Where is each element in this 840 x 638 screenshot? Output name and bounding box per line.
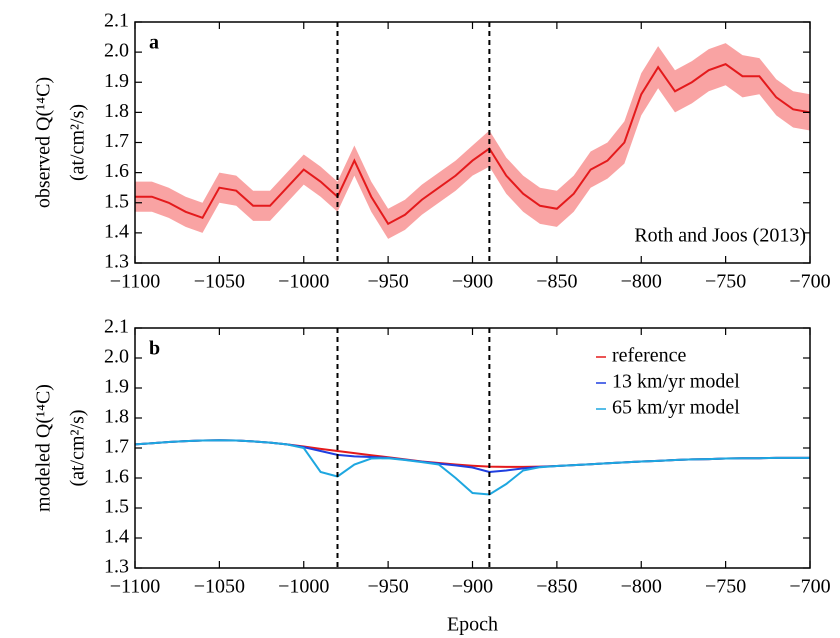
y-tick-label: 1.5 <box>104 190 129 212</box>
y-axis-label: modeled Q(¹⁴C) <box>33 384 55 512</box>
panel-label: b <box>149 338 160 360</box>
y-axis-label: (at/cm²/s) <box>67 104 89 181</box>
y-tick-label: 2.0 <box>104 346 129 368</box>
x-tick-label: −1000 <box>278 576 329 598</box>
data-line <box>134 439 810 496</box>
x-tick-label: −1100 <box>110 576 161 598</box>
y-tick-label: 1.7 <box>104 436 129 458</box>
x-tick-label: −900 <box>452 576 493 598</box>
legend-entry: 65 km/yr model <box>596 397 740 419</box>
y-tick-label: 1.6 <box>104 466 129 488</box>
y-tick-label: 2.0 <box>104 40 129 62</box>
legend-entry: reference <box>596 345 686 367</box>
y-tick-label: 1.3 <box>104 556 129 578</box>
x-tick-label: −700 <box>789 576 830 598</box>
legend-label: reference <box>612 345 686 367</box>
x-tick-label: −1100 <box>110 271 161 293</box>
data-line <box>134 439 810 474</box>
x-tick-label: −950 <box>367 271 408 293</box>
legend-label: 13 km/yr model <box>612 371 740 393</box>
x-tick-label: −750 <box>705 271 746 293</box>
y-tick-label: 1.9 <box>104 376 129 398</box>
x-tick-label: −1050 <box>194 576 245 598</box>
y-tick-label: 1.9 <box>104 70 129 92</box>
annotation: Roth and Joos (2013) <box>634 225 806 247</box>
plot-frame <box>134 327 811 569</box>
x-tick-label: −1050 <box>194 271 245 293</box>
y-axis-label: (at/cm²/s) <box>67 409 89 486</box>
legend-entry: 13 km/yr model <box>596 371 740 393</box>
x-tick-label: −850 <box>536 271 577 293</box>
x-tick-label: −800 <box>621 271 662 293</box>
y-tick-label: 1.8 <box>104 100 129 122</box>
data-line <box>134 439 810 468</box>
data-line <box>135 63 811 226</box>
y-tick-label: 1.4 <box>104 526 129 548</box>
x-tick-label: −750 <box>705 576 746 598</box>
y-tick-label: 2.1 <box>104 316 129 338</box>
y-tick-label: 1.5 <box>104 496 129 518</box>
legend-label: 65 km/yr model <box>612 397 740 419</box>
y-tick-label: 1.6 <box>104 160 129 182</box>
y-tick-label: 2.1 <box>104 10 129 32</box>
x-tick-label: −900 <box>452 271 493 293</box>
uncertainty-band <box>135 43 810 239</box>
y-tick-label: 1.7 <box>104 130 129 152</box>
x-tick-label: −700 <box>789 271 830 293</box>
x-tick-label: −800 <box>621 576 662 598</box>
x-tick-label: −950 <box>367 576 408 598</box>
y-axis-label: observed Q(¹⁴C) <box>33 77 55 208</box>
y-tick-label: 1.8 <box>104 406 129 428</box>
x-tick-label: −850 <box>536 576 577 598</box>
panel-label: a <box>149 32 159 54</box>
panel: 1.3 1.4 1.5 1.6 1.7 1.8 1.9 2.0 2.1 −1100 −1050 −10… <box>33 10 831 293</box>
panel: 1.3 1.4 1.5 1.6 1.7 1.8 1.9 2.0 2.1 −1100 −1050 −10… <box>33 316 831 636</box>
x-axis-label: Epoch <box>447 614 498 636</box>
y-tick-label: 1.4 <box>104 220 129 242</box>
y-tick-label: 1.3 <box>104 251 129 273</box>
x-tick-label: −1000 <box>278 271 329 293</box>
